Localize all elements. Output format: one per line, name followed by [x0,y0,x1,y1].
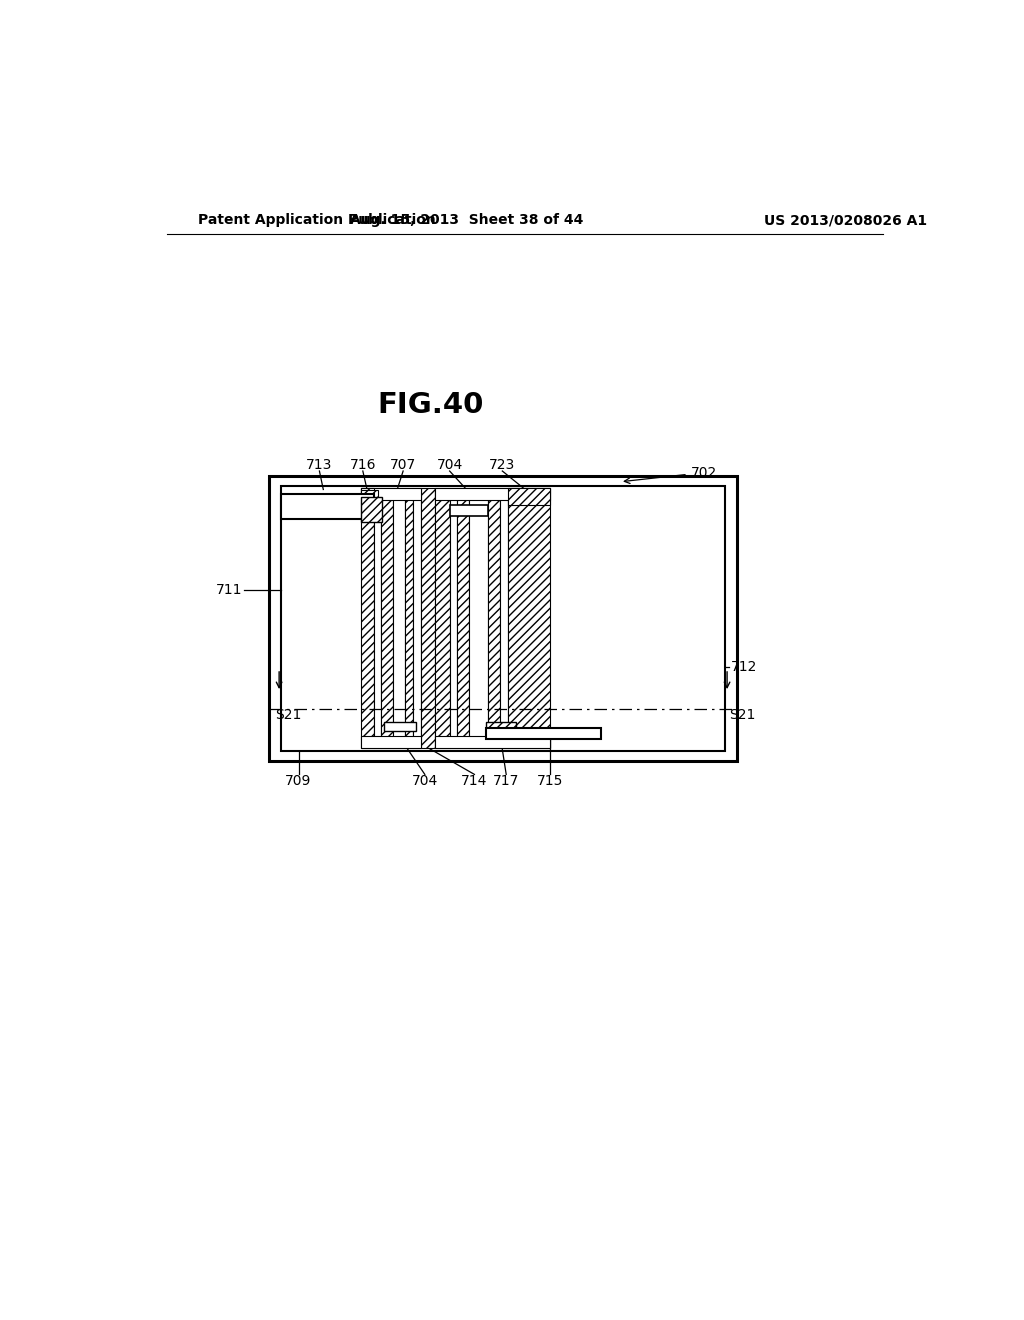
Bar [469,488,488,748]
Bar [421,488,435,748]
Bar [360,488,375,748]
Bar [360,490,378,512]
Bar [281,494,375,519]
Bar [450,506,488,516]
Text: FIG.40: FIG.40 [377,391,483,418]
Bar [486,729,601,739]
Bar [404,488,414,748]
Text: Patent Application Publication: Patent Application Publication [198,213,435,227]
Text: 711: 711 [216,582,243,597]
Bar [435,488,550,500]
Text: S21: S21 [729,708,755,722]
Bar [457,488,469,748]
Bar [384,722,417,731]
Text: 717: 717 [493,774,519,788]
Text: 723: 723 [489,458,515,471]
Bar [381,488,393,748]
Bar [269,477,737,760]
Text: 707: 707 [390,458,416,471]
Text: 709: 709 [286,774,311,788]
Bar [486,722,515,734]
Bar [508,488,550,748]
Text: US 2013/0208026 A1: US 2013/0208026 A1 [764,213,927,227]
Bar [281,486,725,751]
Text: 704: 704 [412,774,438,788]
Bar [508,488,550,506]
Bar [450,488,457,748]
Text: 714: 714 [461,774,487,788]
Bar [360,488,421,500]
Bar [435,737,550,748]
Text: 713: 713 [306,458,333,471]
Bar [360,737,421,748]
Text: 716: 716 [349,458,376,471]
Bar [435,488,450,748]
Bar [500,488,508,748]
Text: 715: 715 [538,774,563,788]
Text: Aug. 15, 2013  Sheet 38 of 44: Aug. 15, 2013 Sheet 38 of 44 [350,213,584,227]
Bar [393,488,404,748]
Bar [414,488,421,748]
Text: 704: 704 [436,458,463,471]
Bar [360,488,375,506]
Text: 702: 702 [625,466,717,483]
Bar [375,488,381,748]
Text: S21: S21 [275,708,302,722]
Bar [488,488,500,748]
Bar [360,498,382,521]
Text: 712: 712 [731,660,758,673]
